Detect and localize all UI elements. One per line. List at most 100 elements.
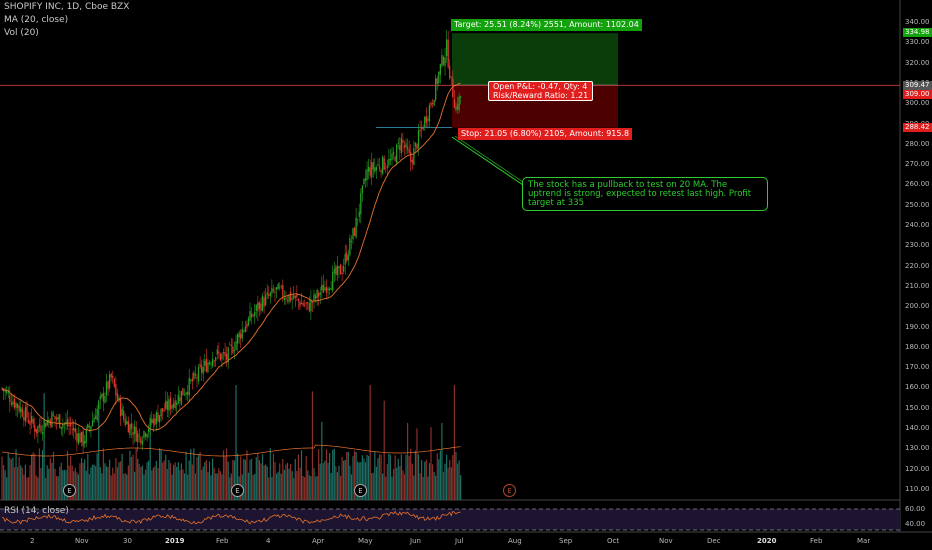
volume-bar: [407, 422, 409, 500]
price-badge: 309.47: [903, 81, 932, 90]
volume-bar: [271, 477, 273, 500]
volume-bar: [243, 459, 245, 500]
price-badge: 288.42: [903, 123, 932, 132]
candle-body: [34, 424, 36, 432]
candle-body: [375, 166, 378, 171]
candle-body: [168, 399, 170, 411]
price-tick-label: 210.00: [905, 281, 930, 290]
candle-body: [115, 384, 117, 396]
candle-body: [420, 128, 423, 130]
volume-bar: [52, 451, 55, 500]
candle-body: [408, 149, 410, 153]
volume-bar: [360, 462, 362, 500]
volume-bar: [321, 421, 323, 500]
volume-bar: [297, 454, 299, 500]
time-tick-label: Sep: [559, 537, 573, 545]
candle-body: [439, 64, 442, 75]
symbol-title[interactable]: SHOPIFY INC, 1D, Cboe BZX: [4, 2, 130, 12]
volume-bar: [182, 469, 184, 500]
target-label[interactable]: Target: 25.51 (8.24%) 2551, Amount: 1102…: [451, 19, 642, 31]
candle-body: [10, 402, 13, 405]
volume-bar: [197, 454, 200, 500]
volume-bar: [283, 469, 285, 500]
candle-body: [132, 432, 134, 436]
volume-bar: [112, 467, 114, 500]
candle-body: [224, 352, 226, 357]
time-tick-label: 4: [266, 537, 271, 545]
candle-body: [264, 295, 267, 306]
candle-body: [219, 353, 222, 361]
volume-bar: [277, 471, 279, 500]
volume-bar: [447, 467, 449, 500]
candle-body: [275, 287, 278, 290]
candle-body: [96, 408, 98, 421]
ma-indicator-label[interactable]: MA (20, close): [4, 15, 69, 25]
candle-body: [327, 288, 329, 291]
volume-bar: [285, 464, 287, 500]
volume-bar: [266, 466, 268, 500]
candle-body: [302, 302, 304, 306]
candle-body: [82, 431, 84, 447]
candle-body: [48, 419, 50, 423]
candle-body: [154, 418, 156, 425]
candle-body: [229, 344, 231, 346]
candle-body: [394, 156, 396, 162]
earnings-marker[interactable]: E: [354, 484, 367, 497]
candle-body: [218, 351, 220, 354]
volume-bar: [368, 456, 370, 500]
volume-bar: [375, 466, 377, 500]
candle-body: [450, 76, 452, 78]
candle-body: [456, 104, 459, 110]
candle-body: [406, 146, 409, 150]
volume-bar: [302, 476, 304, 500]
earnings-marker[interactable]: E: [63, 484, 76, 497]
volume-bar: [260, 463, 262, 500]
candle-body: [69, 423, 72, 427]
earnings-marker[interactable]: E: [231, 484, 244, 497]
pnl-box[interactable]: Open P&L: -0.47, Qty: 4 Risk/Reward Rati…: [488, 81, 594, 101]
volume-bar: [290, 463, 292, 500]
volume-indicator-label[interactable]: Vol (20): [4, 28, 39, 38]
candle-body: [54, 416, 56, 419]
volume-bar: [350, 474, 353, 500]
volume-bar: [247, 472, 250, 500]
volume-bar: [93, 464, 95, 500]
candle-body: [321, 284, 323, 291]
volume-bar: [394, 455, 396, 500]
volume-bar: [299, 467, 301, 500]
earnings-marker-upcoming[interactable]: E: [503, 484, 516, 497]
candle-body: [113, 378, 115, 387]
candle-body: [258, 302, 261, 309]
volume-bar: [141, 465, 143, 500]
annotation-callout[interactable]: The stock has a pullback to test on 20 M…: [522, 177, 768, 211]
stop-label[interactable]: Stop: 21.05 (6.80%) 2105, Amount: 915.8: [458, 128, 633, 140]
candle-body: [263, 297, 265, 307]
time-tick-label: 2020: [757, 537, 777, 545]
volume-bar: [85, 470, 87, 500]
candle-body: [199, 364, 201, 367]
volume-bar: [218, 468, 220, 500]
volume-bar: [258, 460, 260, 500]
volume-bar: [424, 461, 426, 500]
candle-body: [27, 419, 30, 423]
volume-bar: [399, 466, 401, 500]
volume-bar: [438, 459, 440, 500]
volume-bar: [324, 460, 326, 500]
volume-bar: [374, 451, 376, 500]
volume-bar: [421, 459, 423, 500]
volume-bar: [382, 473, 384, 500]
candle-body: [383, 158, 385, 170]
rsi-indicator-label[interactable]: RSI (14, close): [4, 506, 69, 516]
candle-body: [24, 407, 27, 422]
volume-bar: [335, 466, 337, 500]
volume-bar: [199, 451, 201, 500]
candle-body: [453, 98, 456, 108]
volume-bar: [363, 458, 365, 500]
volume-bar: [339, 475, 342, 500]
candle-body: [158, 415, 161, 423]
rsi-tick-label: 40.00: [905, 520, 926, 528]
volume-bar: [330, 473, 332, 500]
candle-body: [413, 147, 415, 166]
candle-body: [222, 352, 225, 354]
